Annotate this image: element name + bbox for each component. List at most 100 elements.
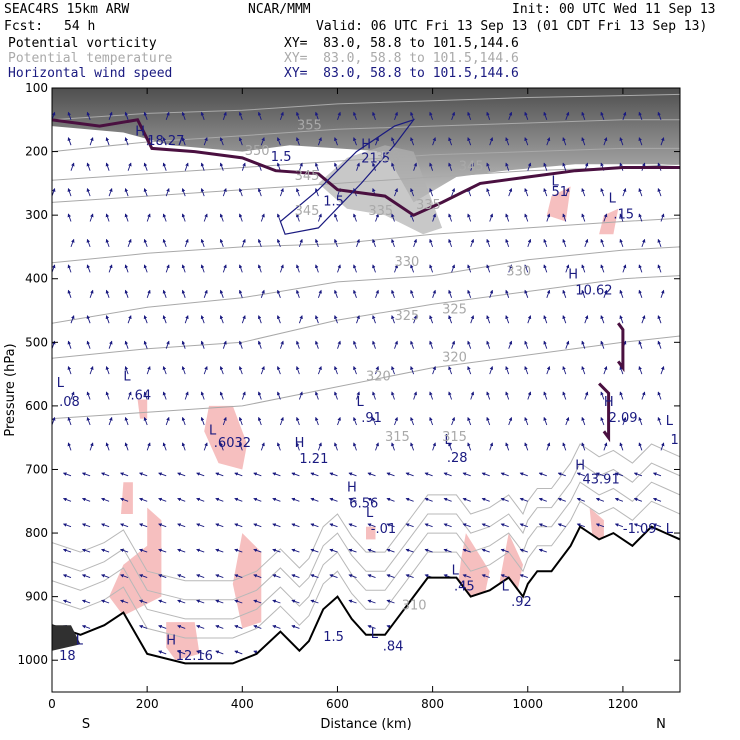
wind-vector — [165, 264, 170, 273]
wind-vector — [353, 111, 357, 120]
wind-vector — [638, 264, 643, 273]
wind-vector — [276, 289, 281, 298]
pv-label: L — [123, 370, 131, 385]
wind-vector — [203, 137, 208, 146]
wind-vector — [467, 366, 472, 375]
pv-label: L — [666, 414, 674, 429]
wind-vector — [524, 111, 529, 120]
wind-vector — [162, 442, 167, 451]
wind-vector — [101, 548, 110, 553]
wind-vector — [413, 162, 417, 171]
wind-vector — [367, 472, 376, 477]
wind-vector — [86, 416, 91, 426]
pv-contour-small-1 — [616, 322, 625, 373]
theta-label: 345 — [459, 160, 484, 175]
wind-vector — [467, 340, 472, 349]
wind-vector — [127, 238, 132, 248]
wind-vector — [108, 340, 113, 349]
wind-vector — [413, 315, 417, 324]
wind-vector — [200, 111, 205, 120]
low-pv-patch-11 — [366, 526, 376, 540]
pv-label: 1.5 — [323, 195, 344, 210]
theta-label: 320 — [366, 370, 391, 385]
wind-vector — [177, 625, 186, 629]
wind-vector — [348, 574, 357, 579]
wind-vector — [372, 340, 376, 349]
y-tick-label: 300 — [25, 208, 48, 222]
wind-vector — [291, 599, 300, 604]
wind-vector — [158, 625, 167, 629]
wind-vector — [581, 264, 586, 273]
wind-vector — [89, 366, 94, 375]
wind-vector — [108, 111, 113, 120]
wind-vector — [315, 264, 319, 273]
wind-vector — [124, 442, 129, 451]
wind-vector — [489, 213, 494, 222]
wind-vector — [429, 188, 434, 197]
wind-vector — [391, 162, 395, 171]
wind-vector — [241, 391, 246, 400]
wind-vector — [486, 315, 491, 324]
wind-vector — [375, 289, 379, 298]
wind-vector — [546, 289, 551, 298]
wind-vector — [356, 315, 360, 324]
wind-vector — [405, 497, 414, 502]
wind-vector — [638, 111, 643, 120]
wind-vector — [424, 472, 433, 477]
x-tick-label: 600 — [326, 697, 349, 711]
wind-vector — [386, 472, 395, 477]
wind-vector — [253, 625, 262, 629]
wind-vector — [222, 340, 227, 349]
wind-vector — [429, 391, 434, 400]
wind-vector — [184, 162, 189, 171]
wind-vector — [101, 472, 110, 477]
wind-vector — [334, 289, 338, 298]
wind-vector — [448, 289, 453, 298]
wind-vector — [405, 574, 414, 579]
wind-vector — [52, 500, 53, 502]
wind-vector — [581, 416, 586, 426]
wind-vector — [334, 391, 338, 400]
theta-contour-345 — [52, 147, 680, 181]
wind-vector — [448, 366, 453, 375]
wind-vector — [89, 289, 94, 298]
wind-vector — [486, 188, 491, 197]
wind-vector — [86, 315, 91, 324]
wind-vector — [546, 442, 551, 451]
wind-vector — [200, 264, 205, 273]
theta-label: 315 — [442, 430, 467, 445]
wind-vector — [429, 264, 434, 273]
wind-vector — [372, 391, 376, 400]
y-tick-label: 400 — [25, 272, 48, 286]
wind-vector — [543, 111, 548, 120]
wind-vector — [215, 625, 224, 629]
wind-vector — [108, 416, 113, 426]
wind-vector — [410, 340, 415, 349]
wind-vector — [470, 391, 475, 400]
wind-vector — [524, 213, 529, 222]
wind-vector — [181, 442, 186, 451]
wind-vector — [489, 366, 494, 375]
wind-vector — [257, 416, 262, 426]
wind-vector — [432, 213, 436, 222]
wind-vector — [543, 416, 548, 426]
x-axis-label: Distance (km) — [320, 717, 411, 732]
wind-vector — [337, 111, 341, 120]
wind-vector — [105, 238, 110, 248]
model-name: SEAC4RS 15km ARW — [4, 2, 130, 17]
pv-label: .28 — [447, 451, 468, 466]
pv-label: L — [666, 522, 674, 537]
wind-vector — [562, 238, 567, 248]
wind-vector — [146, 289, 151, 298]
x-tick-label: 1200 — [608, 697, 639, 711]
wind-vector — [62, 548, 72, 553]
wind-vector — [298, 162, 303, 171]
wind-vector — [486, 162, 491, 171]
wind-vector — [660, 213, 665, 222]
wind-vector — [467, 442, 472, 451]
wind-vector — [622, 264, 627, 273]
wind-vector — [158, 523, 167, 528]
wind-vector — [519, 574, 528, 579]
wind-vector — [394, 340, 398, 349]
wind-vector — [296, 289, 300, 298]
